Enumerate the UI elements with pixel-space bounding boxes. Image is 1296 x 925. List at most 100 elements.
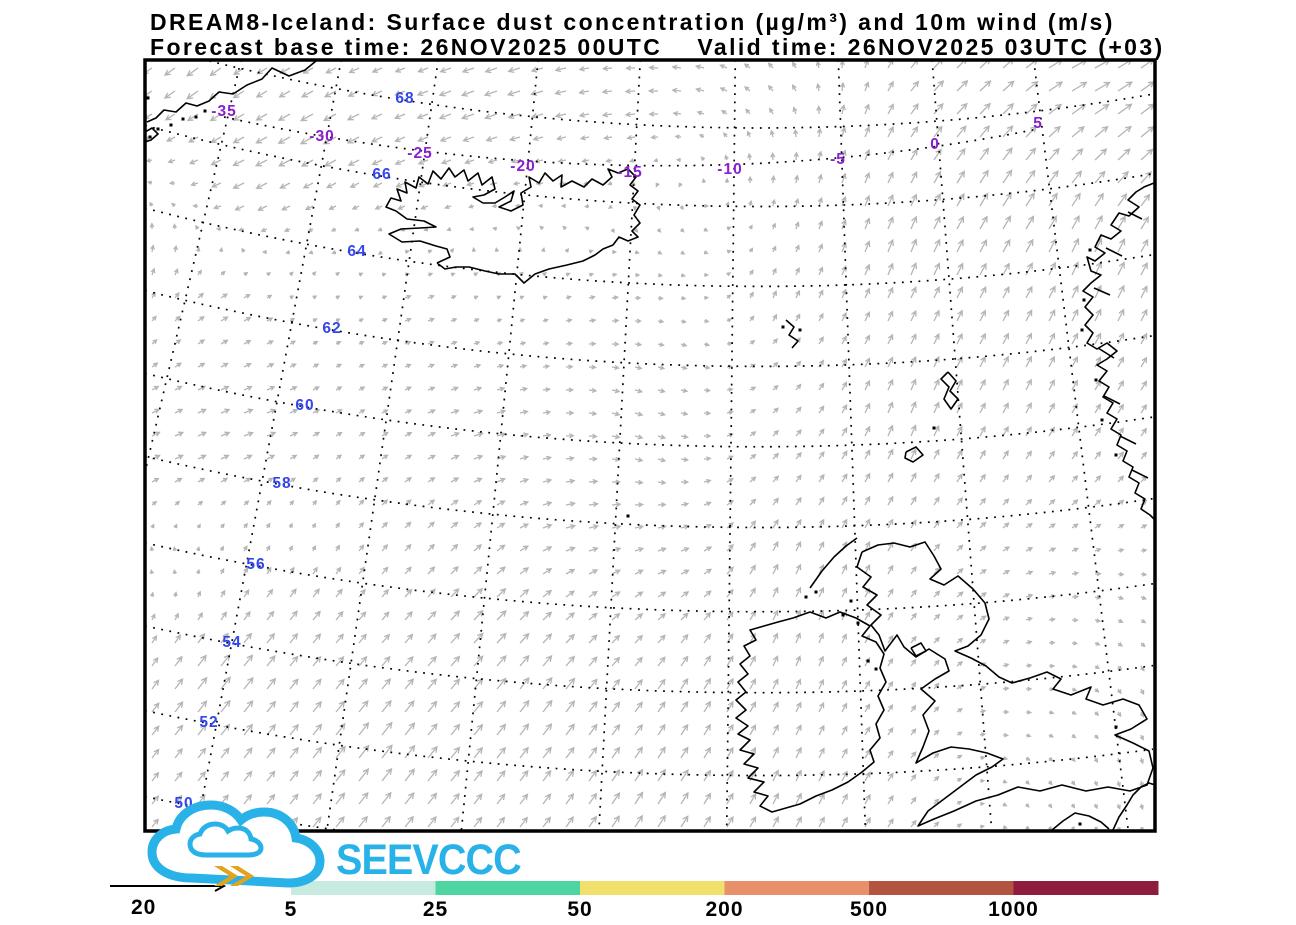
islet (203, 109, 207, 113)
seevccc-cloud-icon (147, 800, 325, 888)
longitude-label: 0 (930, 136, 940, 153)
map-title: DREAM8-Iceland: Surface dust concentrati… (150, 9, 1115, 35)
colorbar-segment (1013, 881, 1159, 895)
islet (932, 426, 936, 430)
longitude-label: 5 (1033, 115, 1043, 132)
latitude-line (145, 709, 1154, 777)
greenland-coastline (146, 60, 317, 123)
islet (1080, 328, 1084, 332)
islet (849, 599, 853, 603)
colorbar-tick-label: 500 (850, 898, 888, 921)
france-normandy-coastline (1051, 812, 1110, 831)
latitude-label: 68 (395, 90, 414, 107)
norway-fjord (1093, 287, 1111, 296)
islet (804, 595, 808, 599)
longitude-line (460, 60, 539, 831)
latitude-label: 62 (322, 320, 341, 337)
islet (1094, 378, 1098, 382)
longitude-label: -15 (617, 164, 642, 181)
norway-coastline (1082, 182, 1155, 520)
norway-fjord (1127, 211, 1143, 220)
latitude-label: 52 (199, 714, 218, 731)
islet (798, 328, 802, 332)
latitude-label: 54 (222, 634, 241, 651)
islet (1082, 298, 1086, 302)
chevron-icon (214, 866, 254, 886)
longitude-label: -5 (830, 151, 846, 168)
latitude-line (145, 289, 1154, 368)
longitude-label-parallel (223, 116, 1039, 167)
islet (146, 96, 150, 100)
norway-fjord (1119, 435, 1137, 445)
ireland-coastline (735, 611, 887, 813)
latitude-label: 64 (347, 243, 366, 260)
colorbar-segment (724, 881, 870, 895)
wind-vector-field (145, 60, 1155, 831)
wind-scale-value: 20 (131, 896, 157, 919)
islet (856, 621, 860, 625)
islet (1078, 822, 1082, 826)
norway-fjord (1105, 247, 1123, 257)
norway-fjord (1097, 347, 1115, 359)
colorbar-tick-label: 1000 (988, 898, 1039, 921)
latitude-line (145, 207, 1154, 288)
longitude-label: -20 (510, 158, 535, 175)
iceland-coastline (385, 167, 641, 284)
islet (169, 123, 173, 127)
latitude-line (145, 542, 1154, 613)
seevccc-logo-text: SEEVCCC (336, 836, 522, 884)
colorbar-legend: 5 25 50 200 500 1000 (110, 880, 1159, 921)
longitude-line (325, 60, 440, 831)
longitude-label: -30 (309, 128, 334, 145)
coastline-layer (145, 60, 1155, 831)
latitude-line (145, 455, 1154, 529)
longitude-label: -25 (407, 145, 432, 162)
islet (194, 115, 198, 119)
shetland-islands (940, 371, 959, 410)
islet (841, 613, 845, 617)
latitude-label: 66 (372, 166, 391, 183)
latitude-label: 58 (272, 475, 291, 492)
greenland-edge-coastline (145, 127, 159, 143)
latitude-label: 56 (246, 556, 265, 573)
map-subtitle-times: Forecast base time: 26NOV2025 00UTC Vali… (150, 34, 1165, 60)
colorbar-segment (869, 881, 1014, 895)
islet (156, 127, 160, 131)
longitude-label: -35 (211, 103, 236, 120)
islet (626, 514, 630, 518)
islet (874, 667, 878, 671)
great-britain-coastline (856, 541, 1154, 827)
islet (814, 590, 818, 594)
wind-arrows-layer (145, 60, 1155, 831)
islet (1100, 418, 1104, 422)
colorbar-tick-label: 200 (705, 898, 743, 921)
colorbar-segment (291, 881, 436, 895)
colorbar-segment (435, 881, 581, 895)
colorbar-tick-label: 5 (285, 898, 298, 921)
isle-of-man (910, 642, 927, 657)
faroe-islands (785, 319, 799, 349)
islet (1114, 453, 1118, 457)
norway-fjord (1103, 395, 1121, 405)
hebrides-islands (809, 537, 858, 589)
latitude-line (201, 60, 1154, 129)
latitude-label: 60 (295, 397, 314, 414)
longitude-label: -10 (717, 161, 742, 178)
map-border (143, 58, 1157, 833)
islet (1114, 725, 1118, 729)
colorbar-segment (580, 881, 725, 895)
islet (1088, 248, 1092, 252)
islet (181, 117, 185, 121)
colorbar-tick-label: 50 (567, 898, 592, 921)
latitude-line (145, 124, 1154, 208)
colorbar-tick-label: 25 (423, 898, 448, 921)
islet (148, 135, 152, 139)
france-calais-coastline (1112, 782, 1155, 831)
cloud-inner-outline (187, 821, 264, 858)
islet (781, 325, 785, 329)
orkney-islands (904, 446, 924, 463)
islet (866, 659, 870, 663)
